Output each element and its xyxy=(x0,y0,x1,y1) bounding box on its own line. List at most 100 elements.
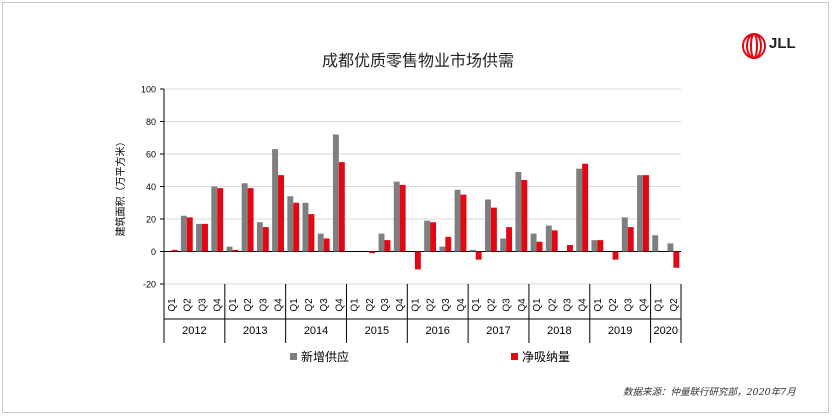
supply-bar xyxy=(439,246,446,252)
x-tick-label: Q1 xyxy=(350,298,361,312)
supply-bar xyxy=(256,222,263,252)
x-tick-label: Q3 xyxy=(198,298,209,312)
x-tick-label: Q4 xyxy=(639,298,650,312)
absorption-bar xyxy=(673,251,680,268)
supply-bar xyxy=(545,225,552,252)
absorption-bar xyxy=(308,214,315,252)
year-label: 2016 xyxy=(425,325,449,337)
chart-title: 成都优质零售物业市场供需 xyxy=(322,51,514,70)
legend-label: 净吸纳量 xyxy=(522,350,570,364)
x-tick-label: Q2 xyxy=(182,298,193,312)
absorption-bar xyxy=(460,194,467,252)
absorption-bar xyxy=(247,188,254,252)
absorption-bar xyxy=(566,245,573,252)
supply-bar xyxy=(576,168,583,252)
supply-bar xyxy=(485,199,491,252)
absorption-bar xyxy=(642,175,649,252)
absorption-bar xyxy=(217,188,224,252)
y-tick-label: 20 xyxy=(146,215,156,225)
absorption-bar xyxy=(506,227,513,252)
year-label: 2019 xyxy=(608,325,632,337)
x-tick-label: Q2 xyxy=(365,298,376,312)
x-tick-label: Q1 xyxy=(410,298,421,312)
x-tick-label: Q4 xyxy=(274,298,285,312)
supply-bar xyxy=(469,249,476,252)
absorption-bar xyxy=(475,251,482,260)
supply-bar xyxy=(637,175,643,252)
y-tick-label: 40 xyxy=(146,182,156,192)
x-tick-label: Q2 xyxy=(426,298,437,312)
x-tick-label: Q3 xyxy=(623,298,634,312)
supply-bar xyxy=(454,189,461,252)
absorption-bar xyxy=(186,217,193,252)
absorption-bar xyxy=(384,240,391,252)
absorption-bar xyxy=(232,249,239,252)
supply-bar xyxy=(287,196,294,252)
x-tick-label: Q2 xyxy=(304,298,315,312)
supply-bar xyxy=(667,243,674,252)
supply-bar xyxy=(332,134,339,252)
x-tick-label: Q3 xyxy=(441,298,452,312)
supply-bar xyxy=(302,202,309,252)
absorption-bar xyxy=(430,222,437,252)
x-tick-label: Q4 xyxy=(578,298,589,312)
absorption-bar xyxy=(445,236,452,252)
supply-bar xyxy=(241,183,248,252)
absorption-bar xyxy=(612,251,619,260)
x-tick-label: Q2 xyxy=(243,298,254,312)
absorption-bar xyxy=(293,202,300,252)
source-note: 数据来源：仲量联行研究部，2020年7月 xyxy=(623,387,796,398)
year-label: 2017 xyxy=(486,325,510,337)
x-tick-label: Q3 xyxy=(319,298,330,312)
x-tick-label: Q1 xyxy=(532,298,543,312)
x-tick-label: Q1 xyxy=(228,298,239,312)
supply-bar xyxy=(652,235,659,252)
supply-bar xyxy=(424,220,431,252)
y-tick-label: 80 xyxy=(146,117,156,127)
absorption-bar xyxy=(262,227,269,252)
supply-bar xyxy=(393,181,400,252)
year-label: 2012 xyxy=(182,325,206,337)
legend-swatch xyxy=(290,353,297,360)
y-tick-label: -20 xyxy=(143,280,156,290)
absorption-bar xyxy=(399,184,406,252)
absorption-bar xyxy=(521,180,528,252)
year-label: 2014 xyxy=(304,325,328,337)
y-axis-label: 建筑面积（万平方米） xyxy=(114,137,127,237)
absorption-bar xyxy=(536,241,543,252)
x-tick-label: Q3 xyxy=(563,298,574,312)
x-tick-label: Q1 xyxy=(471,298,482,312)
absorption-bar xyxy=(490,207,497,252)
absorption-bar xyxy=(202,223,208,252)
year-label: 2013 xyxy=(243,325,267,337)
logo-text: JLL xyxy=(769,35,796,52)
absorption-bar xyxy=(278,175,284,252)
year-label: 2018 xyxy=(547,325,571,337)
x-tick-label: Q1 xyxy=(593,298,604,312)
supply-bar xyxy=(515,171,522,252)
supply-bar xyxy=(591,240,598,252)
supply-bar xyxy=(500,238,507,252)
x-tick-label: Q2 xyxy=(486,298,497,312)
x-tick-label: Q1 xyxy=(167,298,178,312)
x-tick-label: Q4 xyxy=(456,298,467,312)
x-tick-label: Q2 xyxy=(547,298,558,312)
supply-bar xyxy=(317,233,324,252)
absorption-bar xyxy=(323,238,330,252)
absorption-bar xyxy=(582,163,589,252)
legend-label: 新增供应 xyxy=(301,349,349,364)
y-tick-label: 100 xyxy=(141,85,156,95)
x-tick-label: Q2 xyxy=(669,298,680,312)
absorption-bar xyxy=(338,162,345,252)
supply-bar xyxy=(272,149,279,252)
x-tick-label: Q3 xyxy=(380,298,391,312)
x-tick-label: Q1 xyxy=(654,298,665,312)
year-label: 2020 xyxy=(654,325,678,337)
chart-svg: 成都优质零售物业市场供需 -20 0 20 40 60 80 100 建筑面积（万平方米） Q1 Q… xyxy=(114,51,682,364)
supply-bar xyxy=(621,217,628,252)
legend-swatch xyxy=(511,353,518,360)
supply-bar xyxy=(530,233,537,252)
absorption-bar xyxy=(171,249,178,252)
absorption-bar xyxy=(627,227,634,252)
supply-bar xyxy=(196,223,203,252)
